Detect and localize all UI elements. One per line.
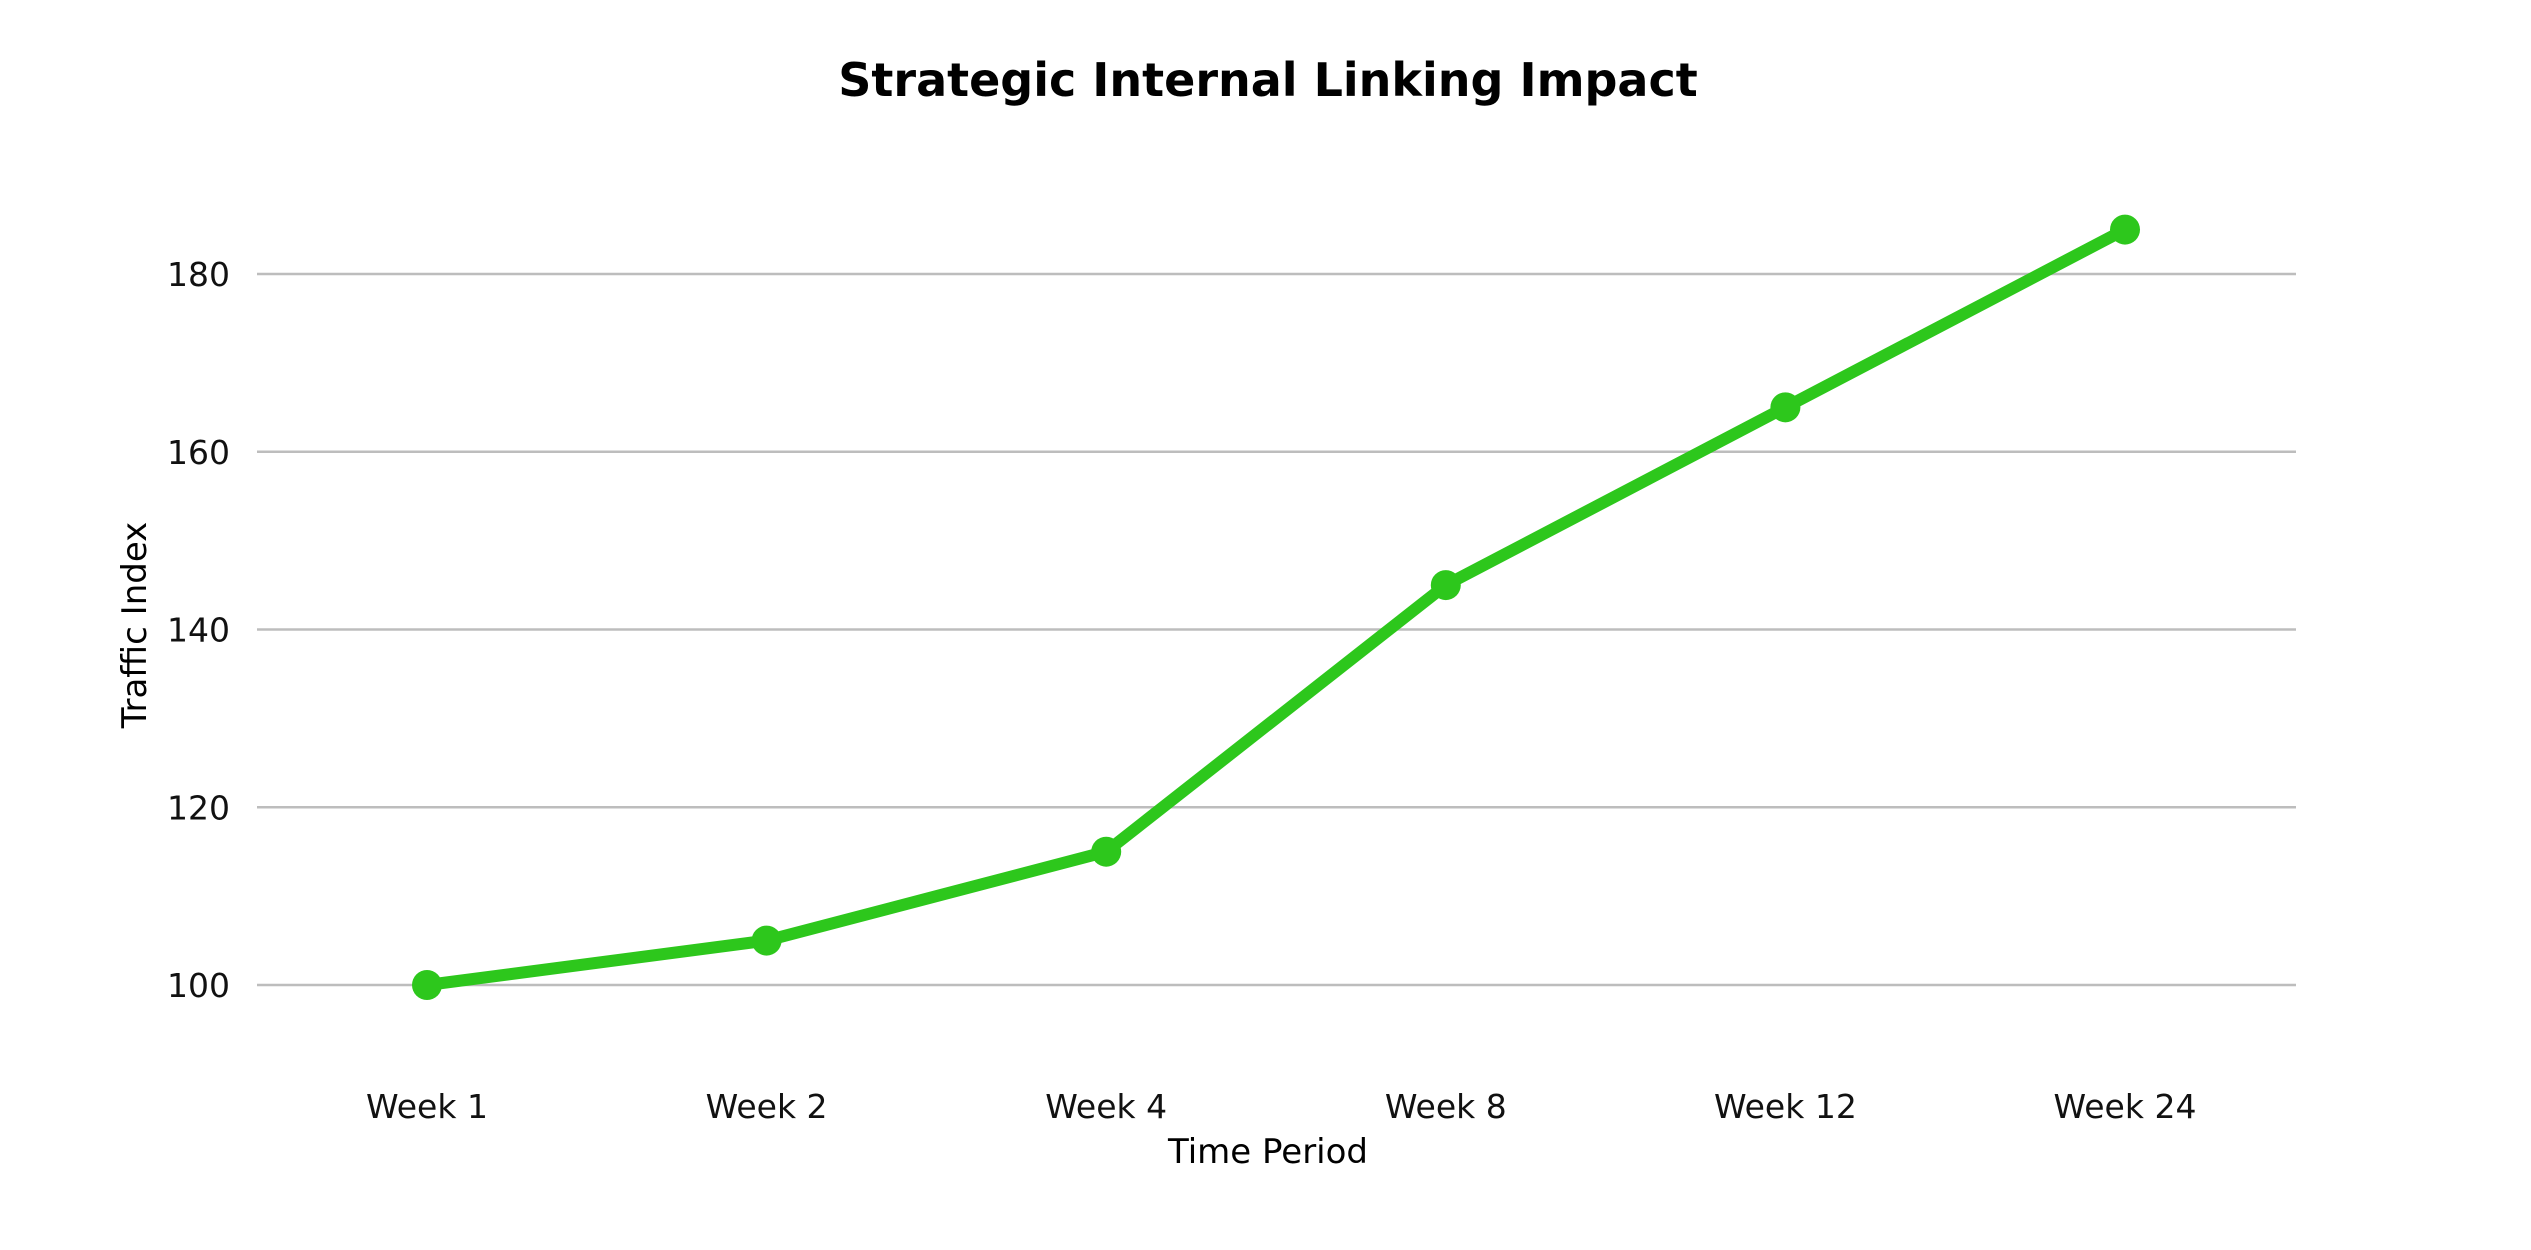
- y-tick-label: 180: [167, 255, 230, 294]
- x-tick-label: Week 4: [1045, 1087, 1167, 1126]
- data-point: [1091, 836, 1122, 867]
- x-tick-label: Week 24: [2054, 1087, 2197, 1126]
- x-axis-tick-labels: Week 1 Week 2 Week 4 Week 8 Week 12 Week 24: [366, 1087, 2196, 1126]
- series-line: [421, 223, 2131, 991]
- data-point: [412, 970, 442, 1000]
- x-tick-label: Week 2: [706, 1087, 828, 1126]
- data-point: [1770, 392, 1801, 423]
- x-tick-label: Week 12: [1714, 1087, 1857, 1126]
- data-point: [2110, 214, 2140, 245]
- y-tick-label: 160: [167, 433, 230, 472]
- data-point: [1430, 570, 1461, 601]
- x-tick-label: Week 8: [1385, 1087, 1507, 1126]
- x-tick-label: Week 1: [366, 1087, 488, 1126]
- chart-title: Strategic Internal Linking Impact: [838, 53, 1697, 107]
- y-axis-tick-labels: 100 120 140 160 180: [167, 255, 230, 1005]
- y-axis-title: Traffic Index: [115, 522, 155, 730]
- y-tick-label: 120: [167, 788, 230, 827]
- series-layer: [412, 214, 2140, 1000]
- y-tick-label: 100: [167, 966, 230, 1005]
- gridlines: [257, 272, 2296, 987]
- data-point: [751, 925, 782, 956]
- y-tick-label: 140: [167, 611, 230, 650]
- x-axis-title: Time Period: [1167, 1132, 1368, 1172]
